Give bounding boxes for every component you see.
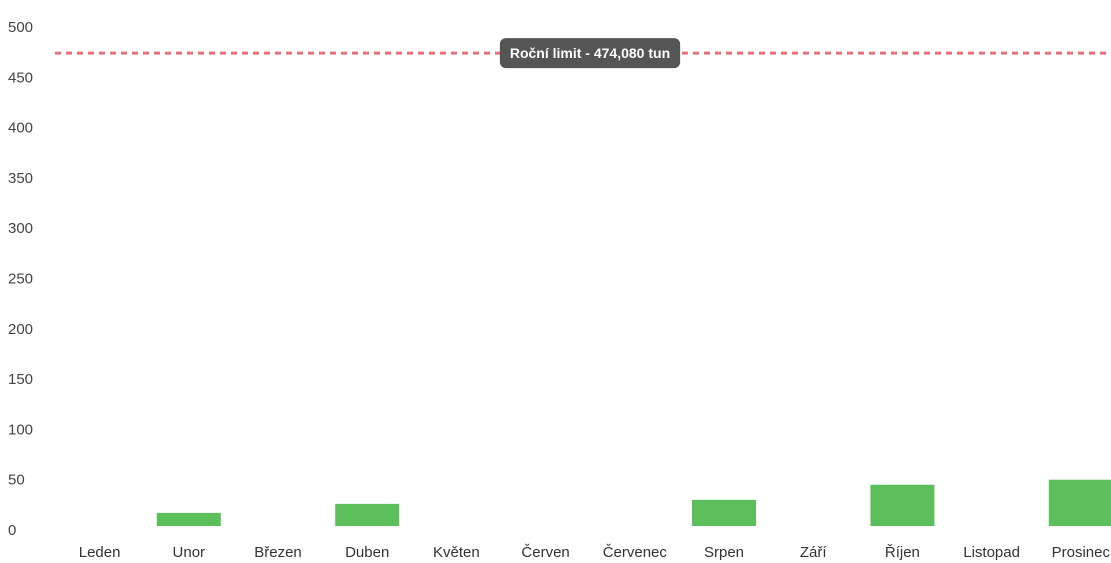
annual-limit: Roční limit - 474,080 tun [55,38,1111,69]
annual-limit-badge [499,38,681,69]
x-tick-label: Prosinec [1052,544,1111,561]
x-tick-label: Březen [254,544,302,561]
y-tick-label: 450 [8,69,33,86]
bar[interactable] [156,512,221,526]
x-axis: Leden Unor Březen Duben Květen Červen Červenec… [79,544,1111,561]
bar[interactable] [870,484,935,526]
x-tick-label: Červenec [603,544,668,561]
y-axis: 0 50 100 150 200 250 300 350 400 450 500 [8,19,33,539]
x-tick-label: Leden [79,544,121,561]
x-tick-label: Září [800,544,828,561]
x-tick-label: Červen [521,544,569,561]
y-tick-label: 400 [8,120,33,137]
bar[interactable] [1048,479,1111,526]
y-tick-label: 500 [8,19,33,36]
bar[interactable] [692,499,756,526]
bars [156,479,1111,526]
x-tick-label: Květen [433,544,480,561]
x-tick-label: Říjen [885,544,920,561]
x-tick-label: Duben [345,544,389,561]
x-tick-label: Listopad [963,544,1020,561]
y-tick-label: 200 [8,321,33,338]
y-tick-label: 150 [8,371,33,388]
y-tick-label: 300 [8,220,33,237]
x-tick-label: Unor [173,544,206,561]
bar[interactable] [335,503,400,526]
x-tick-label: Srpen [704,544,744,561]
y-tick-label: 250 [8,271,33,288]
y-tick-label: 350 [8,170,33,187]
y-tick-label: 0 [8,522,16,539]
annual-limit-label: Roční limit - 474,080 tun [510,45,670,61]
y-tick-label: 50 [8,472,25,489]
y-tick-label: 100 [8,421,33,438]
